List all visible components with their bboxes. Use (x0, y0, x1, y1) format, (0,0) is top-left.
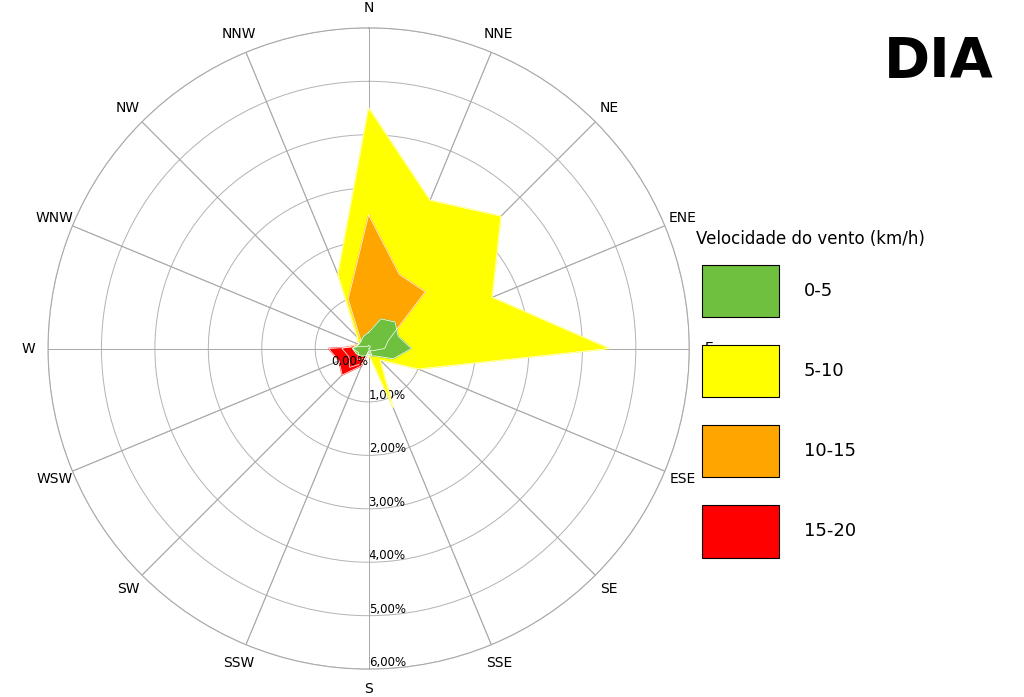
FancyBboxPatch shape (702, 505, 779, 558)
Text: 0-5: 0-5 (804, 282, 834, 300)
Text: 15-20: 15-20 (804, 523, 856, 540)
Text: Velocidade do vento (km/h): Velocidade do vento (km/h) (696, 230, 926, 248)
Polygon shape (329, 346, 371, 375)
Text: DIA: DIA (884, 35, 993, 89)
Polygon shape (352, 319, 412, 359)
Text: 0,00%: 0,00% (332, 355, 369, 368)
FancyBboxPatch shape (702, 265, 779, 317)
FancyBboxPatch shape (702, 345, 779, 397)
Polygon shape (342, 215, 425, 367)
Polygon shape (338, 108, 609, 408)
Text: 5-10: 5-10 (804, 362, 845, 380)
Text: 10-15: 10-15 (804, 443, 856, 460)
FancyBboxPatch shape (702, 425, 779, 477)
